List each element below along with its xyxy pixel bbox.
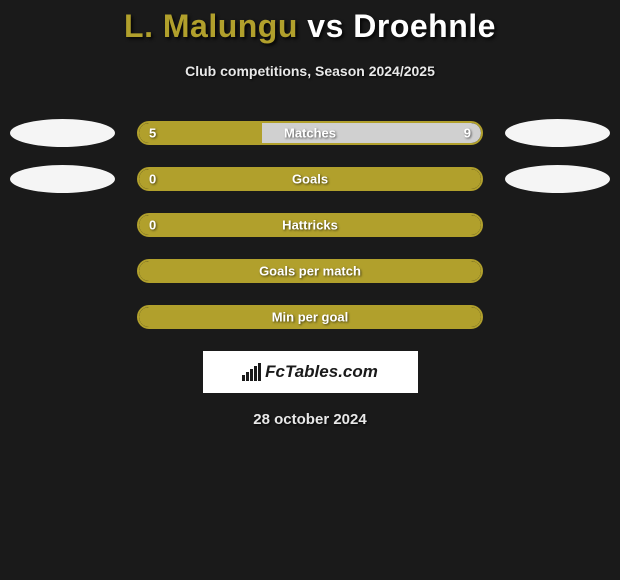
logo-box: FcTables.com [203, 351, 418, 393]
stat-bar: 0 Goals [137, 167, 483, 191]
date-text: 28 october 2024 [0, 411, 620, 428]
stat-bar: Goals per match [137, 259, 483, 283]
subtitle: Club competitions, Season 2024/2025 [0, 63, 620, 79]
player1-marker [10, 119, 115, 147]
stat-value-left: 0 [149, 218, 156, 233]
page-title: L. Malungu vs Droehnle [0, 8, 620, 45]
stat-row: Goals per match [10, 259, 610, 283]
vs-text: vs [307, 8, 344, 44]
stat-value-left: 5 [149, 126, 156, 141]
stat-value-right: 9 [464, 126, 471, 141]
bar-fill-left [139, 123, 262, 143]
logo: FcTables.com [242, 362, 378, 382]
logo-chart-icon [242, 363, 261, 381]
player1-name: L. Malungu [124, 8, 298, 44]
logo-text: FcTables.com [265, 362, 378, 382]
main-container: L. Malungu vs Droehnle Club competitions… [0, 0, 620, 428]
player2-marker [505, 119, 610, 147]
stat-bar: Min per goal [137, 305, 483, 329]
stat-label: Min per goal [272, 310, 349, 325]
stat-label: Hattricks [282, 218, 338, 233]
player2-name: Droehnle [353, 8, 496, 44]
stats-bars: 5 9 Matches 0 Goals 0 Hattricks Goals per match… [0, 121, 620, 329]
stat-row: 0 Hattricks [10, 213, 610, 237]
stat-value-left: 0 [149, 172, 156, 187]
stat-row: Min per goal [10, 305, 610, 329]
stat-bar: 5 9 Matches [137, 121, 483, 145]
stat-bar: 0 Hattricks [137, 213, 483, 237]
stat-row: 0 Goals [10, 167, 610, 191]
player1-marker [10, 165, 115, 193]
stat-label: Goals [292, 172, 328, 187]
stat-row: 5 9 Matches [10, 121, 610, 145]
player2-marker [505, 165, 610, 193]
stat-label: Matches [284, 126, 336, 141]
stat-label: Goals per match [259, 264, 361, 279]
